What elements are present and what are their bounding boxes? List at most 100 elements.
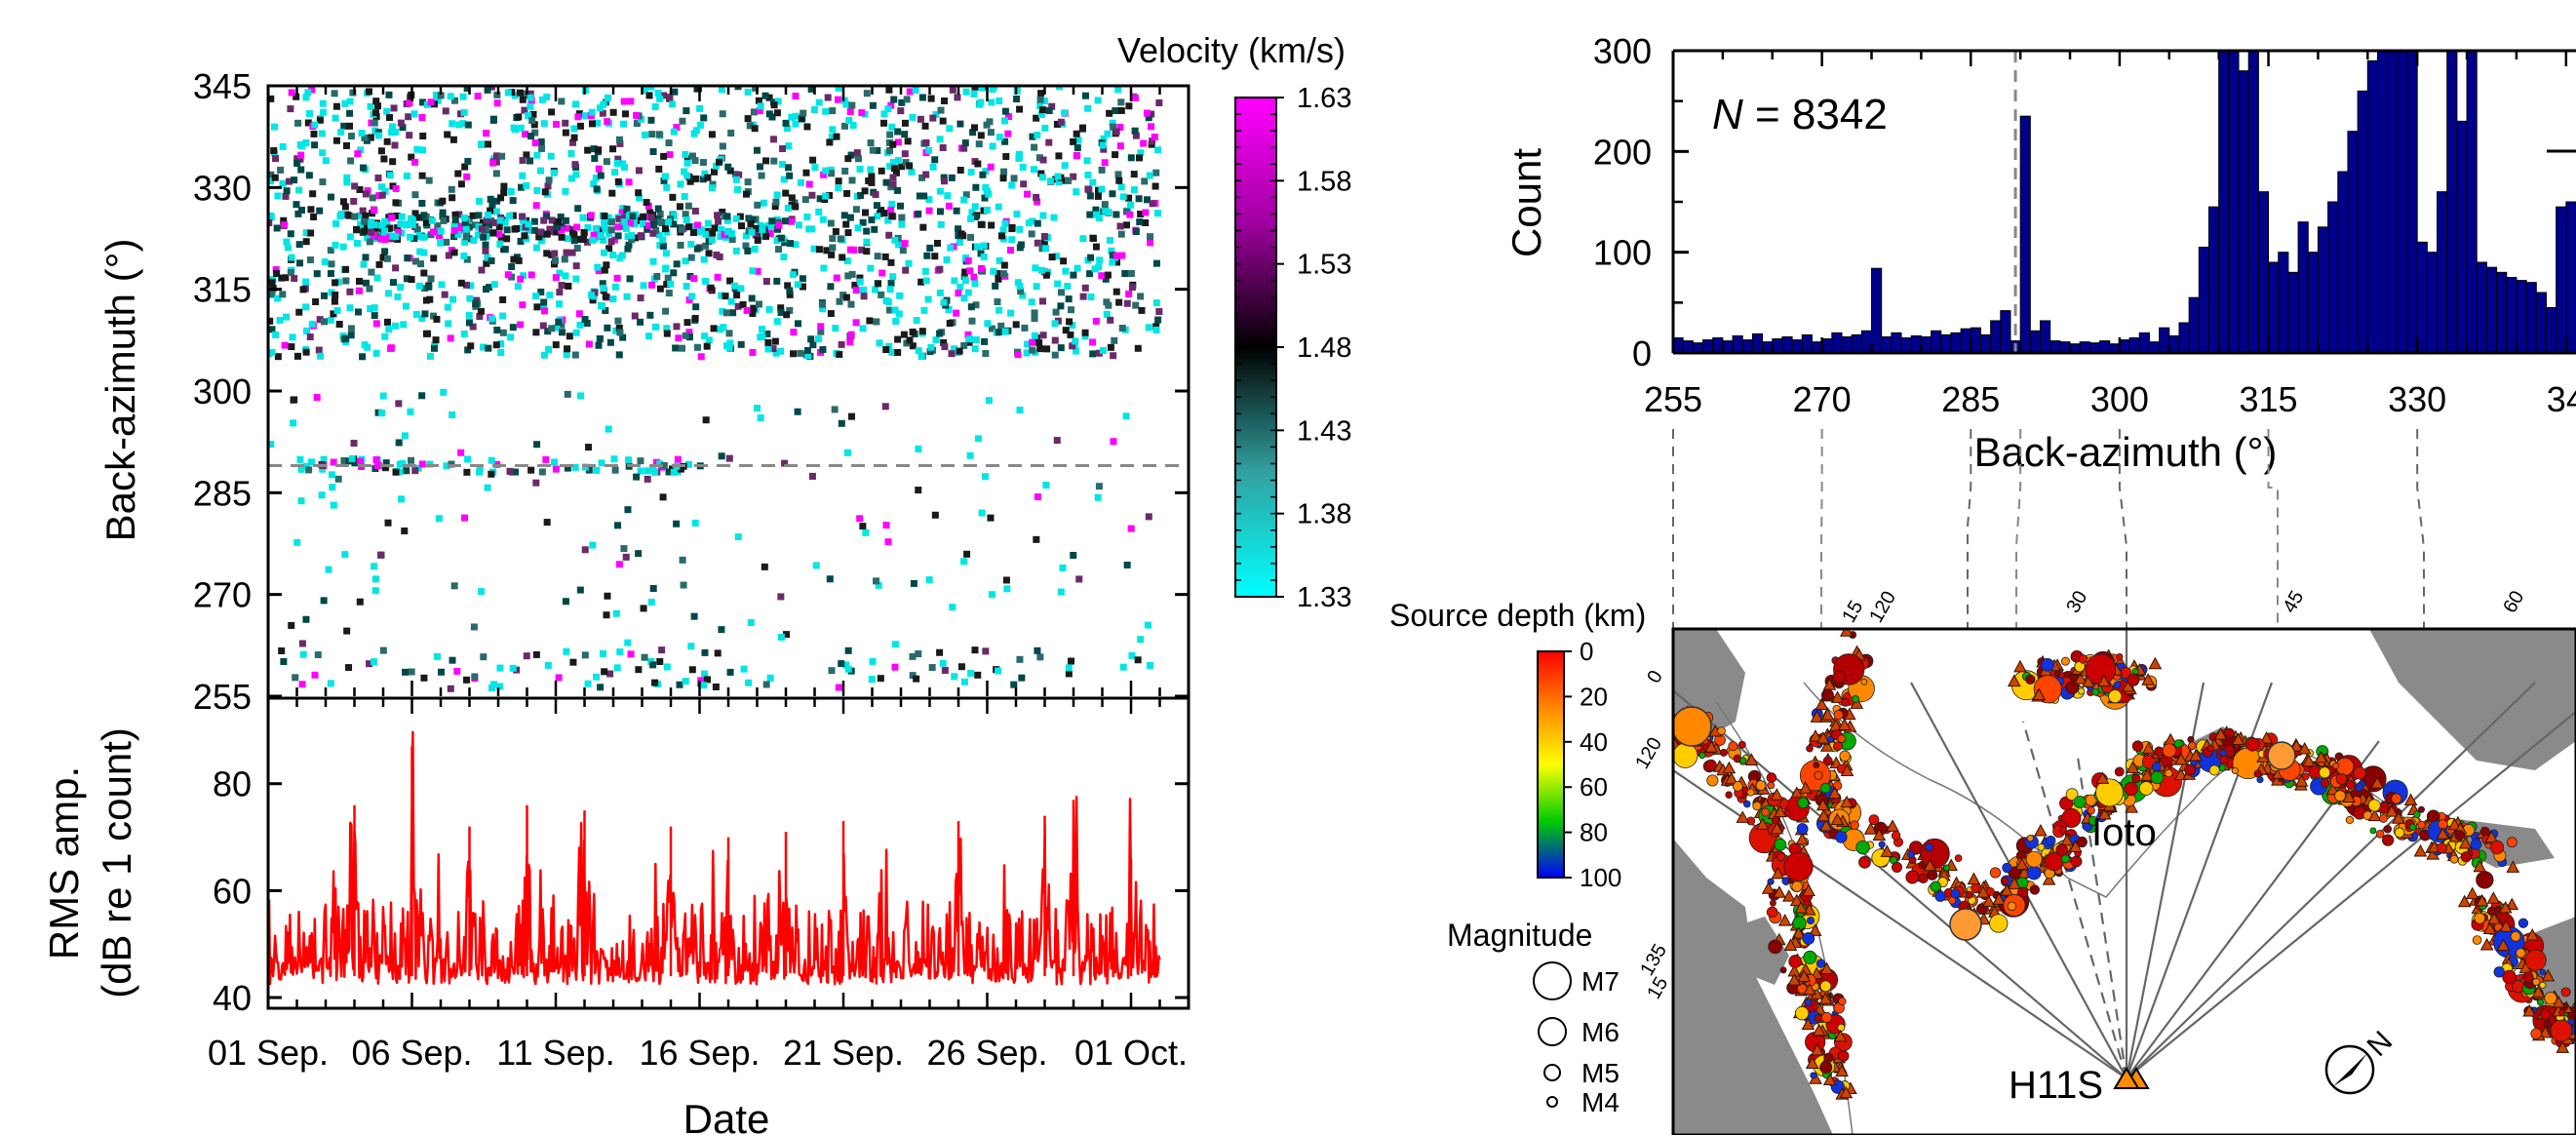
scatter-point (833, 274, 840, 282)
scatter-point (636, 194, 644, 202)
scatter-point (777, 593, 785, 601)
scatter-point (1098, 185, 1106, 193)
scatter-point (662, 265, 670, 273)
scatter-point (792, 203, 800, 211)
histogram-bar (2049, 340, 2061, 354)
scatter-point (835, 184, 842, 192)
scatter-point (1096, 256, 1104, 264)
scatter-point (875, 280, 882, 288)
scatter-point (846, 246, 854, 254)
earthquake-dot (2065, 681, 2080, 695)
earthquake-dot (2544, 992, 2557, 1005)
scatter-point (1138, 306, 1146, 314)
scatter-point (287, 105, 294, 113)
scatter-point (692, 175, 700, 182)
velocity-tick-label: 1.38 (1297, 499, 1351, 530)
earthquake-dot (2073, 795, 2087, 809)
scatter-point (434, 97, 442, 104)
scatter-point (794, 281, 801, 289)
scatter-point (391, 141, 399, 149)
scatter-point (951, 277, 958, 285)
scatter-point (744, 115, 752, 123)
scatter-point (773, 318, 781, 326)
scatter-point (673, 260, 681, 268)
scatter-ylabel: Back-azimuth (°) (98, 239, 143, 542)
scatter-point (442, 107, 449, 115)
earthquake-dot (1954, 854, 1963, 862)
scatter-point (482, 225, 489, 233)
scatter-point (293, 352, 301, 360)
scatter-point (319, 178, 327, 186)
scatter-point (330, 458, 337, 466)
scatter-point (936, 265, 944, 273)
histogram-x-ticks: 255 270 285 300 315 330 34 (1644, 51, 2576, 419)
scatter-point (737, 222, 745, 230)
scatter-point (315, 346, 323, 354)
scatter-point (658, 646, 666, 654)
scatter-point (569, 225, 577, 233)
scatter-point (946, 320, 954, 328)
histogram-bar (1920, 335, 1932, 354)
earthquake-dot (1654, 721, 1662, 729)
earthquake-dot (1833, 710, 1844, 721)
scatter-point (1065, 670, 1073, 678)
scatter-point (840, 97, 848, 104)
scatter-point (493, 91, 501, 98)
scatter-point (339, 243, 347, 251)
scatter-point (971, 646, 979, 654)
earthquake-dot (2078, 654, 2088, 664)
scatter-point (581, 651, 589, 659)
scatter-point (508, 263, 516, 271)
histogram-bar (2307, 252, 2319, 354)
earthquake-dot (1815, 959, 1826, 968)
scatter-point (1142, 209, 1150, 216)
magnitude-legend-label: M6 (1581, 1017, 1620, 1047)
scatter-point (709, 229, 717, 237)
scatter-point (418, 114, 426, 122)
scatter-point (367, 102, 374, 110)
earthquake-triangle (2097, 807, 2112, 820)
scatter-point (792, 241, 800, 249)
earthquake-triangle (1819, 818, 1833, 832)
scatter-point (488, 470, 495, 478)
scatter-point (476, 312, 484, 320)
scatter-point (1035, 338, 1043, 346)
scatter-point (873, 577, 880, 585)
scatter-point (943, 255, 951, 263)
earthquake-dot (1878, 841, 1886, 848)
earthquake-dot (2055, 843, 2068, 856)
scatter-point (842, 661, 850, 669)
earthquake-dot (2208, 764, 2220, 776)
earthquake-dot (2060, 656, 2070, 666)
earthquake-dot (2540, 1008, 2552, 1021)
scatter-point (1112, 151, 1119, 159)
scatter-point (437, 227, 445, 235)
scatter-point (572, 100, 580, 108)
scatter-point (790, 350, 798, 358)
scatter-point (274, 294, 282, 302)
scatter-point (527, 102, 534, 110)
scatter-point (1148, 110, 1155, 118)
scatter-point (354, 150, 362, 158)
earthquake-dot (2539, 981, 2547, 989)
scatter-point (971, 203, 979, 211)
scatter-point (964, 256, 972, 264)
scatter-point (1041, 245, 1049, 253)
scatter-point (926, 244, 934, 252)
rms-xlabel: Date (683, 1096, 770, 1135)
scatter-point (899, 247, 907, 254)
earthquake-triangle (1981, 894, 1996, 908)
scatter-point (817, 323, 825, 331)
scatter-point (1054, 173, 1062, 180)
scatter-point (401, 432, 409, 440)
scatter-point (957, 663, 965, 671)
earthquake-dot (1810, 1072, 1817, 1079)
scatter-point (386, 224, 394, 232)
scatter-point (869, 101, 877, 109)
velocity-tick-label: 1.43 (1297, 415, 1351, 447)
histogram-x-tick-label: 255 (1644, 379, 1702, 419)
scatter-point (601, 249, 608, 256)
scatter-point (877, 675, 884, 683)
scatter-point (1086, 211, 1094, 218)
scatter-point (699, 159, 707, 167)
